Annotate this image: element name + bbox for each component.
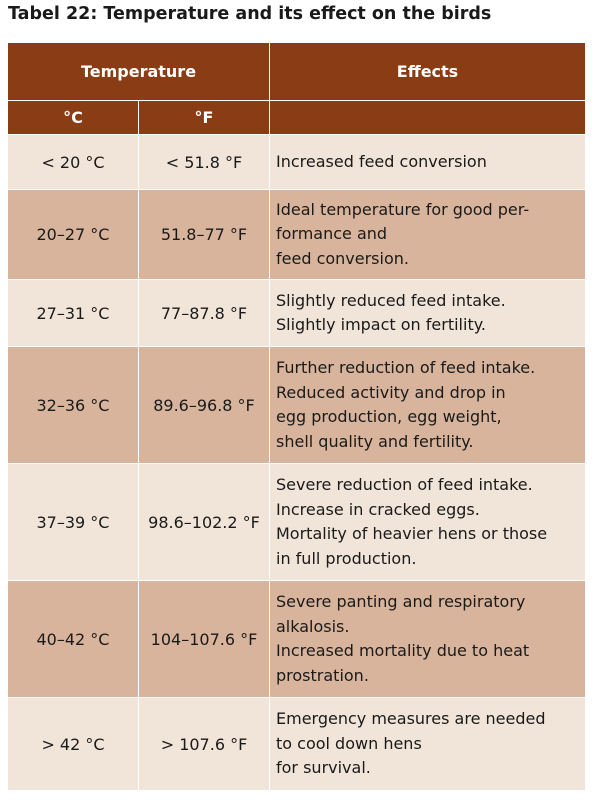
fahrenheit-header: °F — [139, 101, 270, 134]
celsius-value: 32–36 °C — [36, 395, 110, 415]
celsius-value: 40–42 °C — [36, 629, 110, 649]
table-row: 32–36 °C 89.6–96.8 °F Further reduction … — [8, 347, 585, 464]
table-row: < 20 °C < 51.8 °F Increased feed convers… — [8, 135, 585, 190]
fahrenheit-header-label: °F — [194, 108, 214, 127]
table-row: > 42 °C > 107.6 °F Emergency measures ar… — [8, 698, 585, 790]
table-row: 40–42 °C 104–107.6 °F Severe panting and… — [8, 581, 585, 698]
fahrenheit-value: < 51.8 °F — [165, 152, 243, 172]
effect-cell: Ideal temperature for good per- formance… — [270, 190, 585, 279]
fahrenheit-cell: 51.8–77 °F — [139, 190, 270, 279]
temperature-header-label: Temperature — [80, 62, 197, 81]
effect-cell: Further reduction of feed intake. Reduce… — [270, 347, 585, 463]
effect-text: Severe panting and respiratory alkalosis… — [276, 592, 530, 685]
celsius-cell: > 42 °C — [8, 698, 139, 790]
effect-cell: Emergency measures are needed to cool do… — [270, 698, 585, 790]
effect-text: Further reduction of feed intake. Reduce… — [276, 358, 536, 451]
effect-cell: Increased feed conversion — [270, 135, 585, 189]
fahrenheit-value: 51.8–77 °F — [160, 225, 248, 244]
table-title: Tabel 22: Temperature and its effect on … — [8, 4, 492, 24]
fahrenheit-cell: > 107.6 °F — [139, 698, 270, 790]
celsius-cell: < 20 °C — [8, 135, 139, 189]
celsius-value: > 42 °C — [41, 734, 105, 754]
fahrenheit-value: 77–87.8 °F — [160, 303, 248, 323]
effect-text: Ideal temperature for good per- formance… — [276, 199, 530, 268]
temperature-header: Temperature — [8, 43, 270, 100]
effect-text: Emergency measures are needed to cool do… — [276, 709, 546, 778]
effect-cell: Severe panting and respiratory alkalosis… — [270, 581, 585, 697]
effect-cell: Severe reduction of feed intake. Increas… — [270, 464, 585, 580]
effect-text: Increased feed conversion — [276, 151, 487, 171]
fahrenheit-value: 89.6–96.8 °F — [153, 395, 255, 415]
celsius-cell: 20–27 °C — [8, 190, 139, 279]
fahrenheit-cell: 77–87.8 °F — [139, 280, 270, 346]
table-row: 37–39 °C 98.6–102.2 °F Severe reduction … — [8, 464, 585, 581]
celsius-cell: 40–42 °C — [8, 581, 139, 697]
effect-cell: Slightly reduced feed intake. Slightly i… — [270, 280, 585, 346]
celsius-header: °C — [8, 101, 139, 134]
celsius-value: 20–27 °C — [36, 225, 110, 244]
fahrenheit-cell: 89.6–96.8 °F — [139, 347, 270, 463]
temperature-effects-table: Temperature Effects °C °F < 20 °C < 51.8… — [8, 43, 585, 790]
effects-subheader — [270, 101, 585, 134]
celsius-value: < 20 °C — [41, 152, 105, 172]
fahrenheit-cell: < 51.8 °F — [139, 135, 270, 189]
fahrenheit-cell: 98.6–102.2 °F — [139, 464, 270, 580]
celsius-value: 37–39 °C — [36, 512, 110, 532]
fahrenheit-value: 98.6–102.2 °F — [148, 512, 260, 532]
fahrenheit-value: 104–107.6 °F — [150, 629, 258, 649]
effect-text: Slightly reduced feed intake. Slightly i… — [276, 290, 506, 335]
table-row: 20–27 °C 51.8–77 °F Ideal temperature fo… — [8, 190, 585, 280]
header-row: Temperature Effects — [8, 43, 585, 101]
effects-header-label: Effects — [396, 62, 459, 81]
fahrenheit-cell: 104–107.6 °F — [139, 581, 270, 697]
effect-text: Severe reduction of feed intake. Increas… — [276, 475, 548, 568]
effects-header: Effects — [270, 43, 585, 100]
celsius-cell: 32–36 °C — [8, 347, 139, 463]
fahrenheit-value: > 107.6 °F — [160, 734, 248, 754]
subheader-row: °C °F — [8, 101, 585, 135]
celsius-value: 27–31 °C — [36, 303, 110, 323]
celsius-cell: 27–31 °C — [8, 280, 139, 346]
celsius-cell: 37–39 °C — [8, 464, 139, 580]
celsius-header-label: °C — [63, 108, 83, 127]
table-row: 27–31 °C 77–87.8 °F Slightly reduced fee… — [8, 280, 585, 347]
